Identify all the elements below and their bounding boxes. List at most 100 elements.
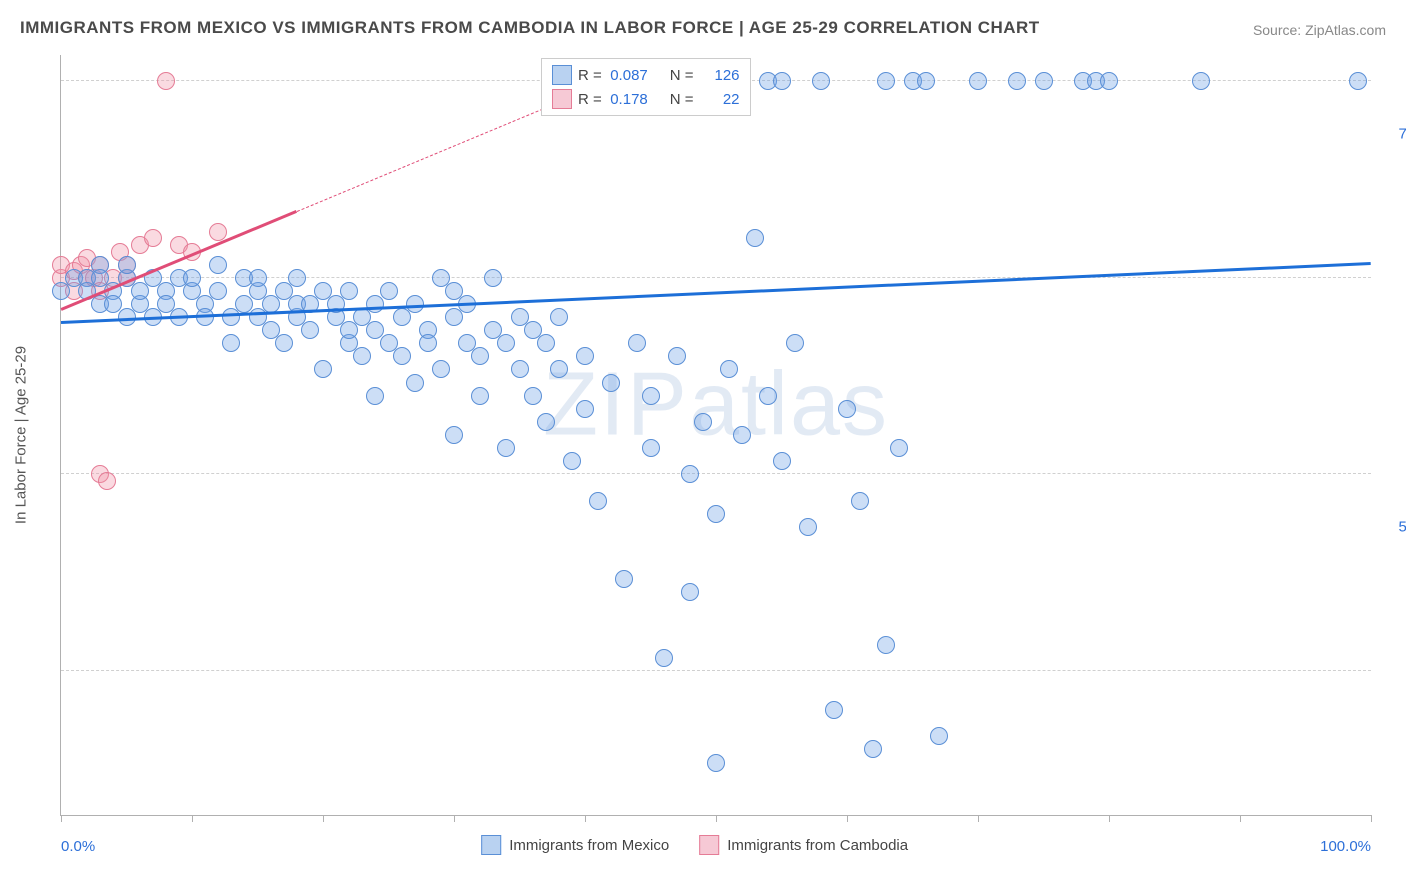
mexico-point [877, 72, 895, 90]
swatch-cambodia [699, 835, 719, 855]
mexico-point [275, 334, 293, 352]
mexico-point [1192, 72, 1210, 90]
n-value-mexico: 126 [700, 67, 740, 84]
mexico-point [694, 413, 712, 431]
mexico-point [825, 701, 843, 719]
mexico-point [720, 360, 738, 378]
mexico-point [773, 452, 791, 470]
legend-label-cambodia: Immigrants from Cambodia [727, 837, 908, 854]
r-label: R = [578, 67, 602, 84]
mexico-point [471, 347, 489, 365]
swatch-mexico [552, 65, 572, 85]
mexico-point [209, 256, 227, 274]
mexico-point [1035, 72, 1053, 90]
mexico-point [969, 72, 987, 90]
mexico-point [118, 256, 136, 274]
legend-row-mexico: R = 0.087 N = 126 [552, 63, 740, 87]
mexico-point [746, 229, 764, 247]
x-axis-max-label: 100.0% [1320, 838, 1371, 855]
mexico-point [799, 518, 817, 536]
mexico-point [707, 505, 725, 523]
gridline: 55.0% [61, 670, 1371, 671]
mexico-point [471, 387, 489, 405]
mexico-point [668, 347, 686, 365]
mexico-point [1008, 72, 1026, 90]
mexico-point [524, 387, 542, 405]
n-label: N = [670, 67, 694, 84]
mexico-point [537, 334, 555, 352]
mexico-point [576, 400, 594, 418]
x-tick [585, 815, 586, 822]
mexico-point [589, 492, 607, 510]
r-label: R = [578, 91, 602, 108]
x-tick [61, 815, 62, 822]
chart-title: IMMIGRANTS FROM MEXICO VS IMMIGRANTS FRO… [20, 18, 1040, 38]
mexico-point [864, 740, 882, 758]
mexico-point [340, 282, 358, 300]
mexico-point [917, 72, 935, 90]
y-tick-label: 55.0% [1381, 518, 1406, 535]
mexico-point [419, 334, 437, 352]
mexico-point [786, 334, 804, 352]
mexico-point [1349, 72, 1367, 90]
r-value-cambodia: 0.178 [608, 91, 648, 108]
cambodia-point [98, 472, 116, 490]
x-tick [454, 815, 455, 822]
mexico-point [550, 308, 568, 326]
y-tick-label: 70.0% [1381, 125, 1406, 142]
mexico-point [366, 387, 384, 405]
mexico-point [773, 72, 791, 90]
mexico-point [733, 426, 751, 444]
x-tick [323, 815, 324, 822]
mexico-point [877, 636, 895, 654]
gridline: 70.0% [61, 473, 1371, 474]
mexico-point [209, 282, 227, 300]
mexico-point [628, 334, 646, 352]
mexico-point [890, 439, 908, 457]
plot-area: ZIPatlas In Labor Force | Age 25-29 55.0… [60, 55, 1371, 816]
n-value-cambodia: 22 [700, 91, 740, 108]
mexico-point [615, 570, 633, 588]
x-tick [1109, 815, 1110, 822]
x-tick [716, 815, 717, 822]
mexico-point [314, 360, 332, 378]
n-label: N = [670, 91, 694, 108]
mexico-point [380, 282, 398, 300]
mexico-point [497, 334, 515, 352]
mexico-point [707, 754, 725, 772]
mexico-point [681, 465, 699, 483]
mexico-point [655, 649, 673, 667]
cambodia-point [157, 72, 175, 90]
mexico-point [759, 387, 777, 405]
mexico-point [930, 727, 948, 745]
source-label: Source: ZipAtlas.com [1253, 22, 1386, 38]
mexico-point [497, 439, 515, 457]
mexico-point [432, 360, 450, 378]
series-legend: Immigrants from Mexico Immigrants from C… [481, 835, 908, 855]
legend-item-mexico: Immigrants from Mexico [481, 835, 669, 855]
swatch-cambodia [552, 89, 572, 109]
mexico-point [288, 269, 306, 287]
x-tick [1240, 815, 1241, 822]
watermark: ZIPatlas [543, 353, 889, 456]
correlation-legend: R = 0.087 N = 126 R = 0.178 N = 22 [541, 58, 751, 116]
mexico-point [1100, 72, 1118, 90]
mexico-point [249, 269, 267, 287]
mexico-point [851, 492, 869, 510]
mexico-point [576, 347, 594, 365]
mexico-point [642, 439, 660, 457]
mexico-point [602, 374, 620, 392]
cambodia-point [209, 223, 227, 241]
mexico-point [537, 413, 555, 431]
cambodia-point [144, 229, 162, 247]
mexico-point [406, 374, 424, 392]
legend-item-cambodia: Immigrants from Cambodia [699, 835, 908, 855]
mexico-point [393, 347, 411, 365]
x-tick [192, 815, 193, 822]
mexico-point [484, 269, 502, 287]
r-value-mexico: 0.087 [608, 67, 648, 84]
x-axis-min-label: 0.0% [61, 838, 95, 855]
mexico-point [445, 426, 463, 444]
mexico-point [353, 347, 371, 365]
mexico-point [642, 387, 660, 405]
